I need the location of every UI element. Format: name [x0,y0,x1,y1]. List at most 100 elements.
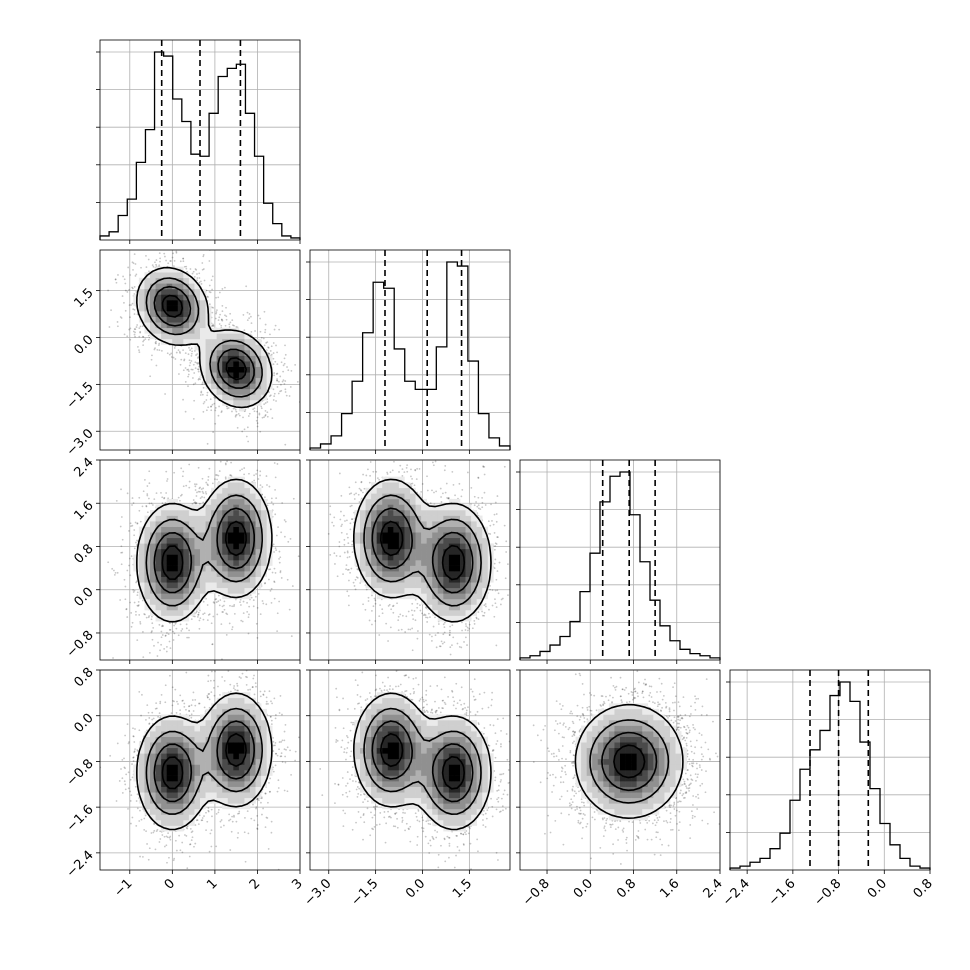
density-cell [183,311,190,317]
scatter-point [225,318,228,321]
scatter-point [231,605,234,608]
density-cell [183,327,190,334]
density-cell [227,344,234,351]
panel-frame [309,249,511,451]
density-cell [216,338,223,345]
scatter-point [167,262,170,265]
scatter-point [199,486,202,489]
scatter-point [225,306,227,309]
scatter-point [276,630,279,633]
scatter-point [198,487,201,490]
scatter-point [272,342,275,344]
density-cell [250,400,256,406]
scatter-point [265,603,268,606]
scatter-point [196,357,199,359]
density-cell [194,338,201,345]
scatter-point [277,392,280,395]
scatter-point [198,272,201,275]
scatter-point [169,647,172,650]
pair-content [107,250,300,446]
scatter-point [114,571,117,574]
scatter-point [135,613,137,616]
scatter-point [164,635,167,637]
scatter-point [206,394,209,397]
scatter-point [131,302,134,305]
density-cell [238,355,245,362]
density-cell [244,372,251,379]
scatter-point [239,601,241,604]
density-cell [188,294,195,301]
pair-panel-1-2 [99,249,301,451]
density-cell [238,383,245,390]
scatter-point [188,346,190,349]
scatter-point [192,377,194,379]
scatter-point [268,395,271,398]
scatter-point [142,340,144,343]
scatter-point [241,468,243,471]
scatter-point [107,561,110,564]
scatter-point [247,440,250,443]
density-cell [244,344,251,351]
scatter-point [193,350,196,352]
scatter-point [154,341,157,344]
scatter-point [158,342,161,345]
density-cell [183,338,190,345]
scatter-point [240,444,242,446]
pair-panel-1-3 [99,444,301,661]
density-cell [238,344,245,351]
scatter-point [119,525,122,528]
scatter-point [206,391,209,394]
scatter-point [180,493,183,496]
density-cell [261,366,267,373]
scatter-point [155,342,157,345]
scatter-point [284,443,287,446]
histogram-steps [309,261,511,450]
density-cell [233,377,240,384]
scatter-point [194,268,197,270]
scatter-point [131,497,134,499]
scatter-point [218,291,221,294]
scatter-point [259,470,262,473]
density-cell [172,300,179,306]
scatter-point [270,587,273,590]
scatter-point [202,410,205,413]
scatter-point [287,369,290,372]
scatter-point [212,601,215,603]
scatter-point [212,306,214,309]
scatter-point [134,335,136,338]
scatter-point [196,353,199,355]
scatter-point [220,623,223,626]
scatter-point [138,327,141,330]
scatter-point [208,260,211,262]
density-cell [161,300,167,306]
scatter-point [276,379,278,382]
histogram-steps [519,471,721,660]
scatter-point [275,497,278,499]
scatter-point [297,555,300,558]
scatter-point [190,347,193,350]
scatter-point [274,488,276,491]
scatter-point [212,615,215,618]
scatter-point [133,328,136,330]
scatter-point [185,623,188,626]
scatter-point [273,374,276,377]
scatter-point [167,497,170,500]
scatter-point [193,501,196,504]
scatter-point [189,362,192,364]
density-cell [216,377,223,384]
scatter-point [284,520,287,523]
scatter-point [147,497,150,500]
density-cell [205,333,212,340]
scatter-point [133,285,136,288]
scatter-point [138,349,140,352]
scatter-point [146,485,149,487]
density-cell [238,372,245,379]
density-cell [222,355,229,362]
scatter-point [213,402,216,405]
scatter-point [201,383,204,386]
density-cell [194,344,201,351]
density-cell [172,333,179,340]
scatter-point [206,295,209,298]
scatter-point [256,469,259,472]
scatter-point [259,430,262,433]
